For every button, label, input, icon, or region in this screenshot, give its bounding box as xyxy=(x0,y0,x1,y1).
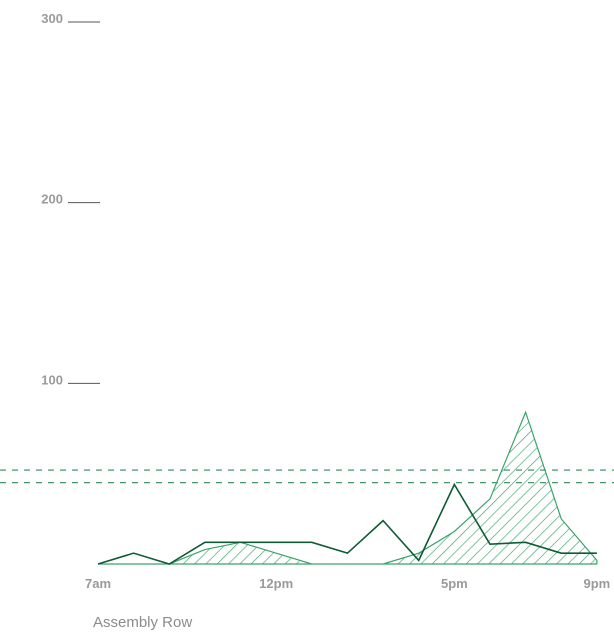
x-tick-label-12: 12pm xyxy=(259,576,293,591)
x-axis: 7am 12pm 5pm 9pm xyxy=(85,576,610,591)
x-tick-label-17: 5pm xyxy=(441,576,468,591)
series-area-0 xyxy=(98,410,598,565)
series-layer xyxy=(97,410,598,565)
chart-caption: Assembly Row xyxy=(93,614,192,631)
x-tick-label-7: 7am xyxy=(85,576,111,591)
y-axis: 300 200 100 xyxy=(41,11,100,387)
y-tick-label-200: 200 xyxy=(41,192,63,207)
y-tick-label-100: 100 xyxy=(41,372,63,387)
y-tick-label-300: 300 xyxy=(41,11,63,26)
series-line-1 xyxy=(97,482,597,565)
x-tick-label-21: 9pm xyxy=(584,576,611,591)
